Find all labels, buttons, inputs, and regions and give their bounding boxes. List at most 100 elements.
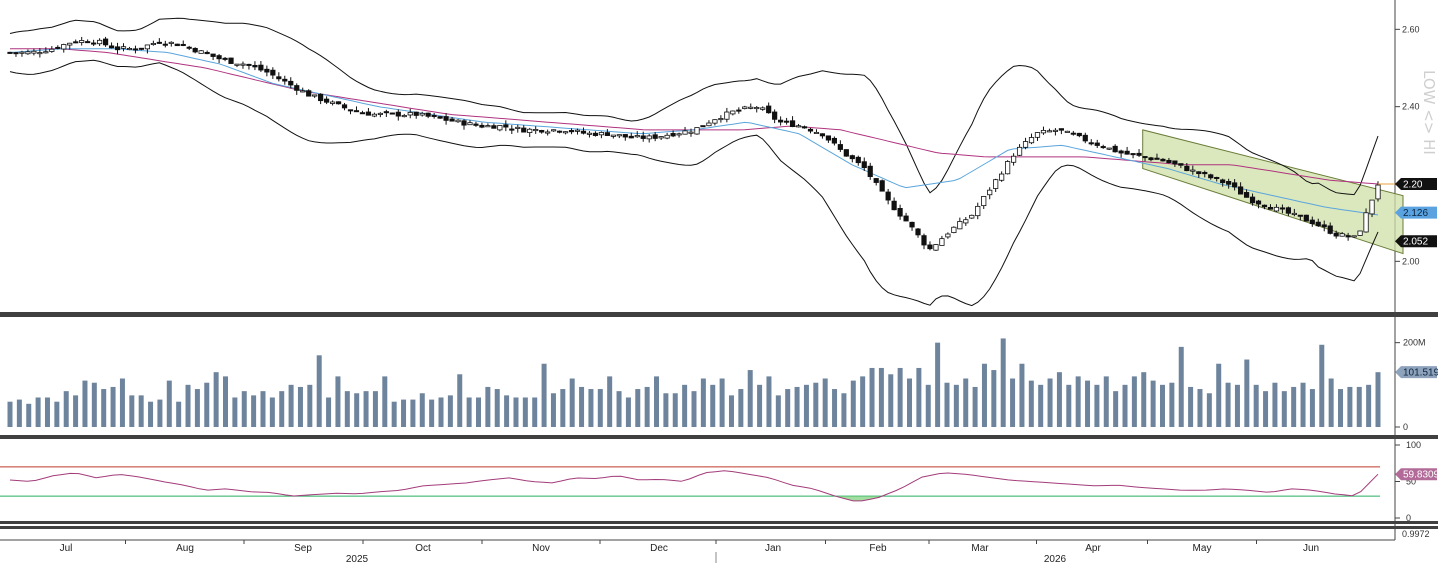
candle-down <box>1303 214 1309 222</box>
candle-up <box>1351 235 1357 238</box>
candle-up <box>1369 199 1375 215</box>
candle-down <box>592 132 599 136</box>
candle-up <box>754 107 760 110</box>
candle-up <box>1010 155 1017 163</box>
candle-down <box>1249 196 1256 204</box>
candle-up <box>37 52 43 55</box>
candle-down <box>580 130 587 134</box>
candle-up <box>945 233 951 238</box>
candle-down <box>766 105 772 114</box>
candle-down <box>443 116 449 121</box>
candle-down <box>1172 160 1178 165</box>
bottom-tag-label: 0.9972 <box>1402 529 1430 539</box>
candle-down <box>324 98 330 103</box>
candle-down <box>7 51 13 54</box>
candle-down <box>879 180 885 192</box>
volume-bar <box>981 363 987 427</box>
volume-bar <box>419 393 425 427</box>
panel-separator-1 <box>0 312 1438 317</box>
candle-up <box>1190 169 1196 172</box>
candle-down <box>108 45 115 49</box>
volume-bar <box>869 367 875 427</box>
volume-bar <box>410 399 416 427</box>
volume-bar <box>438 397 444 427</box>
candle-up <box>981 196 987 207</box>
candle-down <box>138 47 145 50</box>
volume-bar <box>504 395 510 427</box>
volume-bar <box>1038 384 1044 427</box>
volume-bar <box>35 397 41 427</box>
volume-bar <box>1263 391 1269 427</box>
ma20-line <box>9 48 1379 216</box>
volume-bar <box>550 393 556 427</box>
volume-bar <box>185 384 191 427</box>
volume-bar <box>916 367 922 427</box>
candle-up <box>515 126 521 129</box>
month-label: Sep <box>294 543 312 554</box>
volume-bar <box>176 401 182 427</box>
candle-down <box>1100 146 1106 149</box>
candle-down <box>628 135 634 139</box>
panel-separator-3 <box>0 521 1438 524</box>
volume-bar <box>1113 391 1119 427</box>
candle-down <box>437 116 443 119</box>
candle-down <box>1148 157 1154 161</box>
candle-down <box>1184 165 1190 172</box>
volume-bar <box>700 378 706 427</box>
candle-down <box>1178 163 1184 166</box>
candle-down <box>927 244 933 250</box>
volume-bar <box>672 393 678 427</box>
candle-down <box>825 135 832 141</box>
volume-bar <box>1103 376 1109 427</box>
rsi-tick-label: 100 <box>1406 440 1421 450</box>
volume-bar <box>803 384 809 427</box>
volume-bar <box>785 389 791 427</box>
month-label: Jun <box>1303 543 1319 554</box>
candle-down <box>13 52 19 55</box>
year-label: 2025 <box>346 554 369 564</box>
candle-up <box>1291 212 1297 215</box>
volume-bar <box>101 389 107 427</box>
volume-bar <box>204 382 210 427</box>
price-tick-label: 2.60 <box>1402 24 1420 34</box>
candle-up <box>533 129 539 132</box>
candle-down <box>539 130 545 133</box>
candle-down <box>903 215 909 222</box>
volume-bar <box>1094 384 1100 427</box>
volume-bar <box>148 401 154 427</box>
candle-up <box>234 63 240 66</box>
candle-up <box>1028 137 1035 144</box>
downtrend-channel <box>1142 129 1404 255</box>
candle-down <box>772 111 778 120</box>
volume-bar <box>1010 378 1016 427</box>
volume-bar <box>860 376 866 427</box>
rsi-tag <box>1395 468 1437 481</box>
volume-bar <box>1338 389 1344 427</box>
volume-bar <box>1188 386 1194 427</box>
volume-bar <box>73 395 79 427</box>
candle-down <box>831 137 837 144</box>
candle-down <box>1243 192 1250 198</box>
candle-up <box>1064 130 1070 133</box>
candle-up <box>795 125 802 128</box>
volume-tag <box>1395 366 1437 379</box>
month-label: Mar <box>971 543 989 554</box>
volume-tick-label: 0 <box>1403 422 1408 432</box>
volume-bar <box>1066 384 1072 427</box>
volume-bar <box>925 384 931 427</box>
candle-up <box>574 129 581 132</box>
candle-down <box>1076 132 1082 137</box>
volume-bar <box>625 397 631 427</box>
candle-up <box>497 125 503 131</box>
volume-bar <box>878 367 884 427</box>
candle-down <box>1226 181 1232 185</box>
candle-down <box>1255 200 1262 205</box>
volume-bar <box>1169 382 1175 427</box>
volume-bar <box>457 374 463 427</box>
candle-down <box>891 200 897 211</box>
volume-bar <box>682 384 688 427</box>
candle-down <box>1345 235 1351 238</box>
candle-down <box>700 125 706 128</box>
candle-up <box>467 122 473 126</box>
candle-down <box>288 80 294 86</box>
